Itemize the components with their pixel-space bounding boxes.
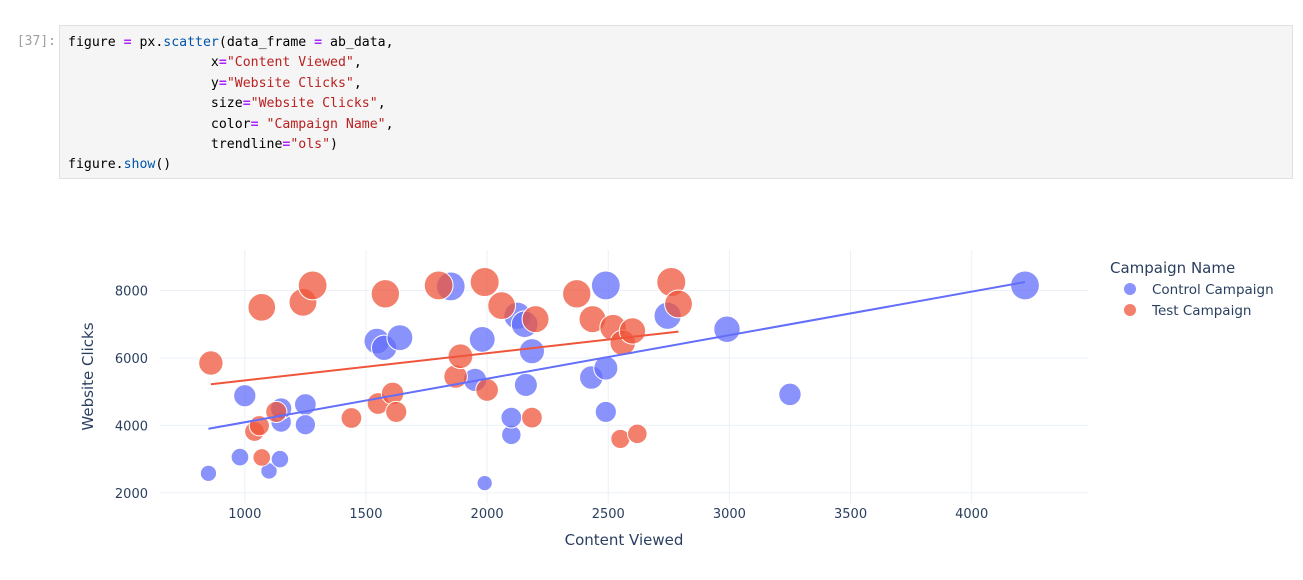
x-tick-label: 2000 xyxy=(471,507,504,522)
control-campaign-point[interactable] xyxy=(513,372,538,397)
control-campaign-point[interactable] xyxy=(233,384,257,408)
test-campaign-point[interactable] xyxy=(618,317,647,345)
control-campaign-point[interactable] xyxy=(230,447,250,467)
control-campaign-point[interactable] xyxy=(476,474,493,492)
legend-marker-test xyxy=(1124,304,1136,316)
control-campaign-point[interactable] xyxy=(500,406,523,429)
code-line: trendline="ols") xyxy=(210,137,338,153)
legend-label-control: Control Campaign xyxy=(1152,282,1274,298)
control-campaign-point[interactable] xyxy=(270,449,290,469)
x-tick-label: 2500 xyxy=(592,507,625,522)
legend-label-test: Test Campaign xyxy=(1151,303,1251,319)
test-campaign-point[interactable] xyxy=(664,289,693,319)
test-campaign-point[interactable] xyxy=(252,448,272,467)
control-campaign-point[interactable] xyxy=(518,338,545,365)
control-campaign-point[interactable] xyxy=(294,414,317,436)
legend-title: Campaign Name xyxy=(1110,259,1235,277)
test-campaign-point[interactable] xyxy=(521,305,550,334)
code-line: figure = px.scatter(data_frame = ab_data… xyxy=(68,35,394,50)
control-campaign-point[interactable] xyxy=(593,355,619,381)
x-tick-label: 3000 xyxy=(713,507,746,522)
x-tick-label: 4000 xyxy=(955,507,988,522)
y-axis-title: Website Clicks xyxy=(79,322,97,430)
code-line: size="Website Clicks", xyxy=(210,96,386,112)
legend-marker-control xyxy=(1124,283,1136,295)
x-axis-title: Content Viewed xyxy=(565,531,684,549)
test-campaign-point[interactable] xyxy=(247,293,277,322)
code-line: color= "Campaign Name", xyxy=(210,116,394,132)
code-cell[interactable]: figure = px.scatter(data_frame = ab_data… xyxy=(59,25,1293,179)
y-tick-label: 6000 xyxy=(115,352,148,367)
test-campaign-point[interactable] xyxy=(487,291,517,321)
x-tick-label: 3500 xyxy=(834,507,867,522)
test-campaign-point[interactable] xyxy=(475,378,499,402)
control-campaign-point[interactable] xyxy=(778,382,802,407)
test-campaign-point[interactable] xyxy=(562,279,592,309)
test-campaign-point[interactable] xyxy=(469,267,500,298)
test-campaign-point[interactable] xyxy=(297,270,328,301)
markers xyxy=(198,267,1040,492)
x-tick-label: 1500 xyxy=(349,507,382,522)
tick-labels: 1000 1500 2000 2500 3000 3500 4000 2000 4000 6000… xyxy=(115,284,988,522)
test-campaign-point[interactable] xyxy=(198,350,224,376)
control-campaign-point[interactable] xyxy=(386,324,414,352)
test-campaign-point[interactable] xyxy=(265,400,288,424)
control-campaign-point[interactable] xyxy=(199,464,218,482)
test-campaign-point[interactable] xyxy=(340,407,363,429)
x-tick-label: 1000 xyxy=(228,507,261,522)
code-line: x="Content Viewed", xyxy=(210,55,362,71)
control-campaign-point[interactable] xyxy=(713,315,741,343)
control-campaign-point[interactable] xyxy=(468,325,496,353)
test-campaign-point[interactable] xyxy=(385,400,408,424)
code-line: figure.show() xyxy=(68,157,172,173)
y-tick-label: 8000 xyxy=(115,284,148,299)
test-campaign-point[interactable] xyxy=(521,406,543,429)
input-prompt: [37]: xyxy=(16,34,56,49)
code-editor[interactable]: figure = px.scatter(data_frame = ab_data… xyxy=(60,26,1292,176)
test-campaign-point[interactable] xyxy=(423,270,454,301)
control-campaign-point[interactable] xyxy=(594,400,617,424)
legend-item-test[interactable]: Test Campaign xyxy=(1124,303,1251,319)
control-campaign-point[interactable] xyxy=(590,270,621,301)
legend-item-control[interactable]: Control Campaign xyxy=(1124,282,1274,298)
control-campaign-point[interactable] xyxy=(1010,270,1040,301)
test-campaign-point[interactable] xyxy=(627,423,648,445)
test-campaign-point[interactable] xyxy=(610,428,631,449)
legend: Campaign Name Control Campaign Test Camp… xyxy=(1110,259,1274,319)
control-campaign-trendline[interactable] xyxy=(208,281,1026,430)
y-tick-label: 4000 xyxy=(115,419,148,434)
test-campaign-trendline[interactable] xyxy=(210,330,679,386)
y-tick-label: 2000 xyxy=(115,487,148,502)
plotly-figure[interactable]: 1000 1500 2000 2500 3000 3500 4000 2000 4000 6000… xyxy=(0,230,1303,580)
code-line: y="Website Clicks", xyxy=(210,75,362,91)
test-campaign-point[interactable] xyxy=(370,279,401,309)
trendlines xyxy=(208,281,1026,430)
scatter-chart[interactable]: 1000 1500 2000 2500 3000 3500 4000 2000 4000 6000… xyxy=(0,230,1303,580)
